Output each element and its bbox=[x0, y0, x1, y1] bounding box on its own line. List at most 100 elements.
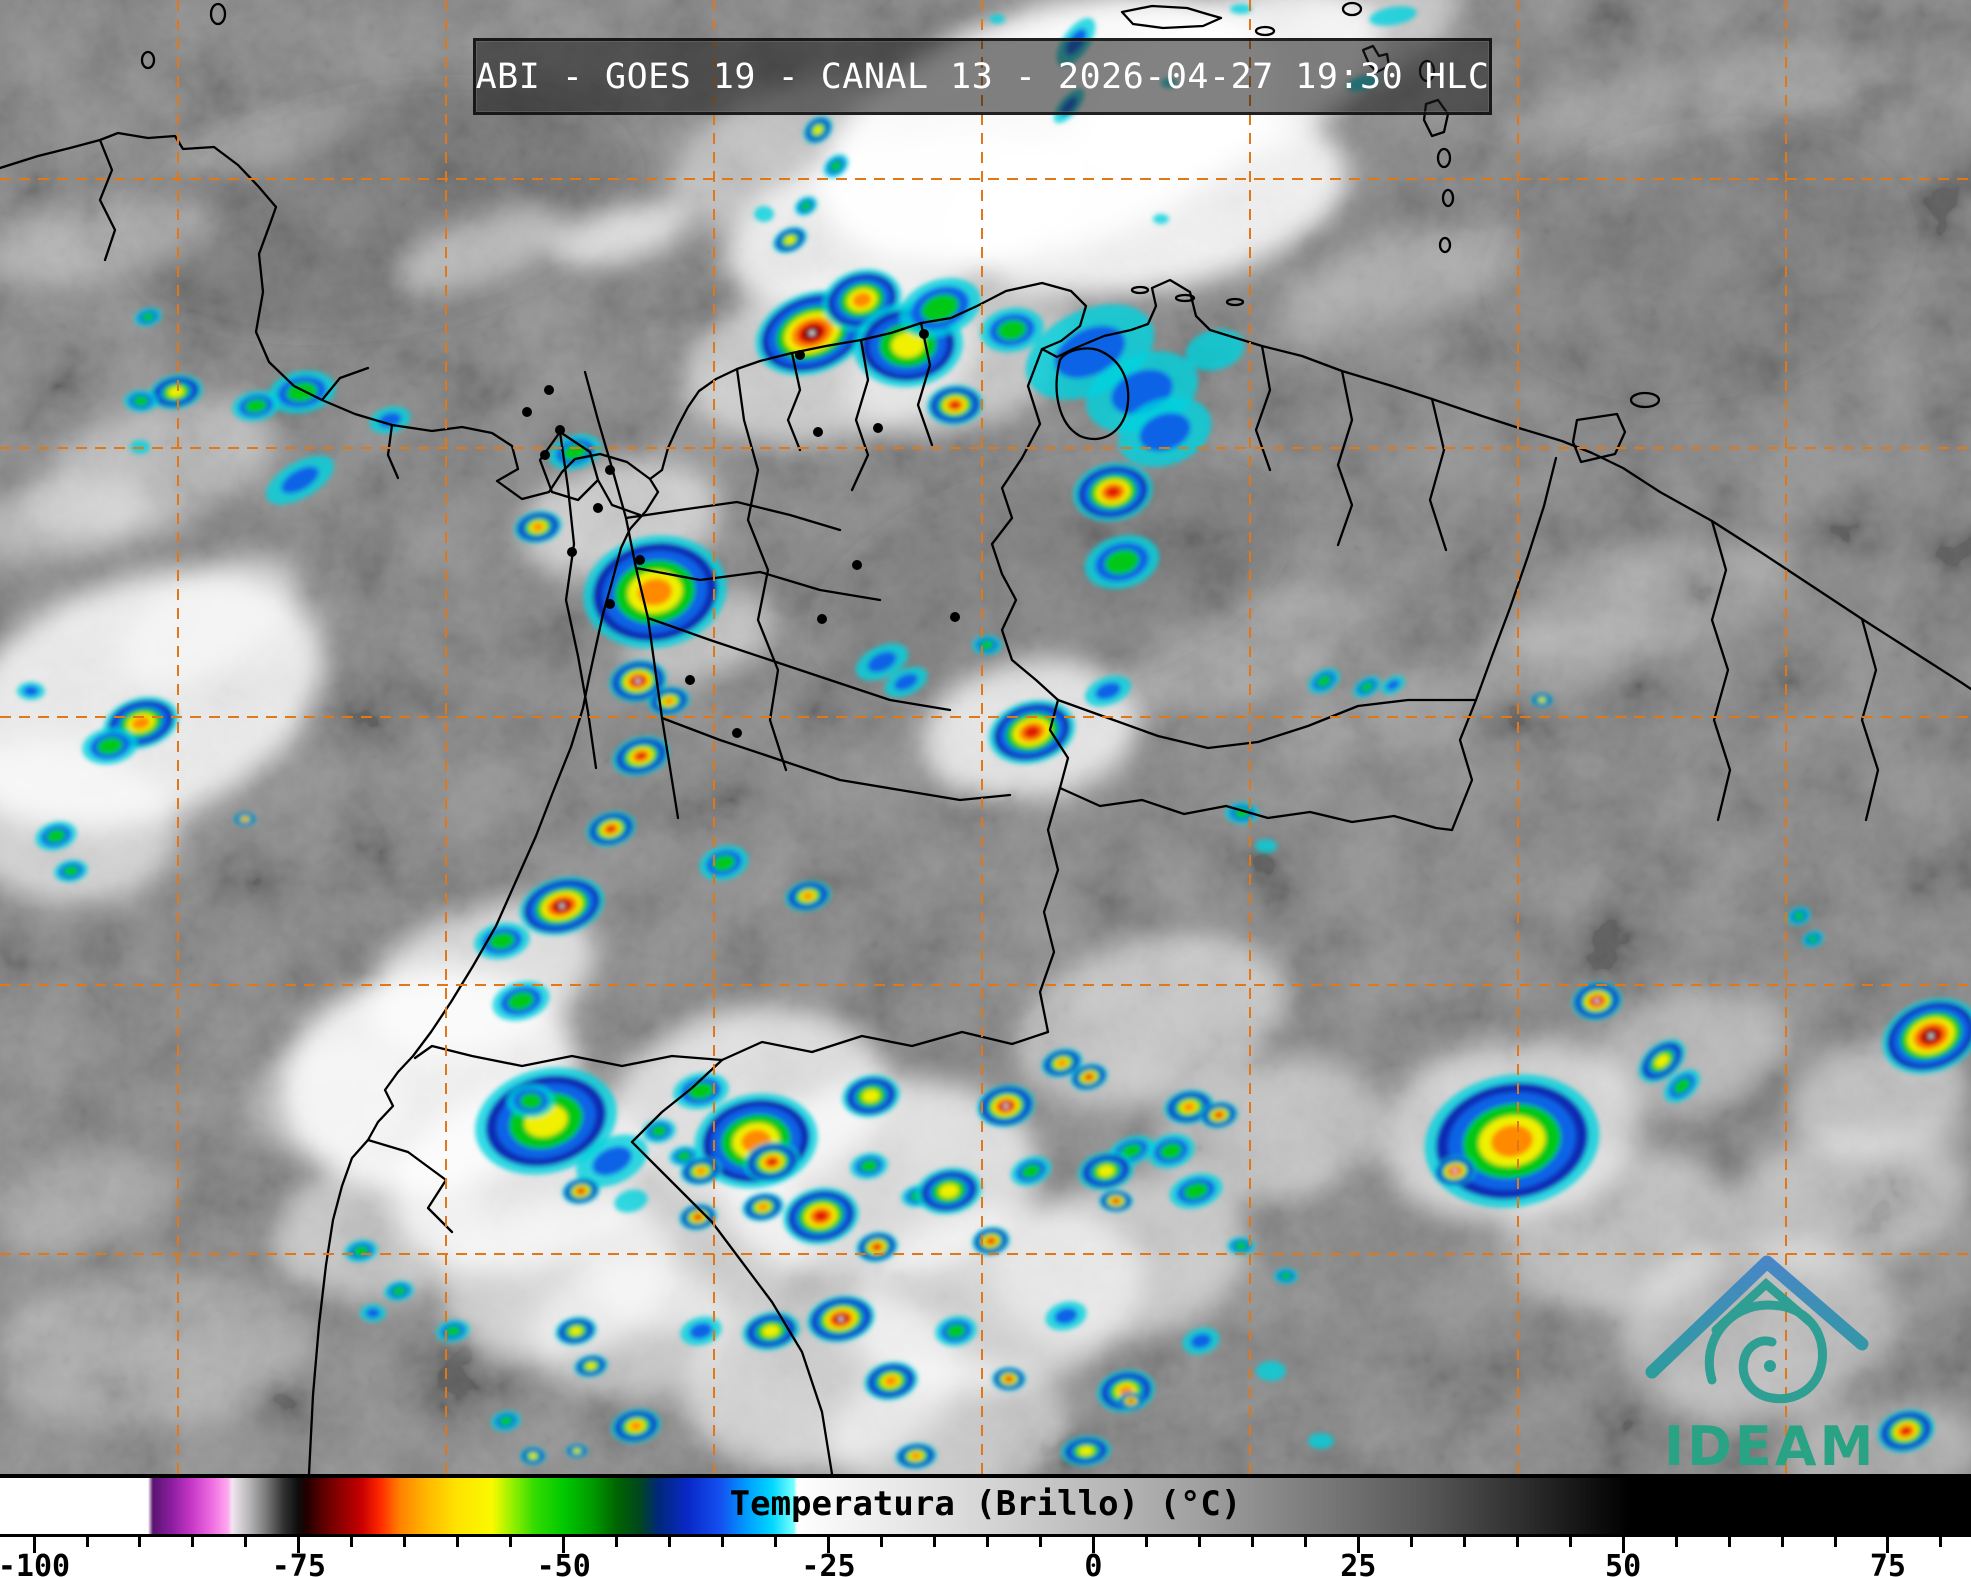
colorbar-tick bbox=[986, 1537, 989, 1547]
border-dept-10 bbox=[786, 351, 802, 452]
colorbar-tick bbox=[721, 1537, 725, 1547]
border-venezuela-guyana bbox=[1450, 456, 1558, 832]
colorbar-tick-label: 50 bbox=[1605, 1549, 1642, 1577]
colorbar-tick bbox=[827, 1537, 830, 1553]
colorbar-tick bbox=[1939, 1537, 1943, 1547]
colorbar-tick bbox=[1409, 1537, 1413, 1547]
border-venezuela-brazil bbox=[1058, 786, 1454, 832]
colorbar-tick bbox=[1144, 1537, 1148, 1547]
colorbar bbox=[0, 1474, 1971, 1537]
island-trinidad bbox=[1571, 412, 1627, 464]
colorbar-tick bbox=[1038, 1537, 1042, 1547]
colorbar-tick bbox=[562, 1537, 566, 1553]
border-orinoco bbox=[1056, 698, 1478, 750]
border-dept-1 bbox=[583, 370, 680, 820]
satellite-map: IDEAM bbox=[0, 0, 1971, 1474]
border-colombia-brazil-peru bbox=[720, 786, 1062, 1062]
colorbar-tick bbox=[1356, 1537, 1360, 1553]
colorbar-tick-label: 0 bbox=[1084, 1549, 1103, 1577]
island-providencia bbox=[209, 2, 227, 26]
colorbar-tick-label: -75 bbox=[271, 1549, 326, 1577]
island-small-2 bbox=[1341, 1, 1363, 17]
border-guyana-suriname bbox=[1710, 519, 1732, 822]
island-abc-2 bbox=[1174, 293, 1196, 303]
coastline-caribbean-guianas bbox=[648, 278, 1971, 691]
island-abc-1 bbox=[1130, 285, 1150, 295]
graticule bbox=[0, 0, 1971, 1474]
title-bar: ABI - GOES 19 - CANAL 13 - 2026-04-27 19… bbox=[473, 38, 1492, 115]
swirl-eye-icon bbox=[1764, 1360, 1776, 1372]
colorbar-tick bbox=[350, 1537, 354, 1547]
island-grenada bbox=[1438, 236, 1452, 254]
colorbar-tick bbox=[615, 1537, 619, 1547]
colorbar-tick bbox=[1197, 1537, 1201, 1547]
colorbar-tick bbox=[1568, 1537, 1572, 1547]
coastline-central-america-pacific bbox=[0, 131, 660, 1474]
border-colombia-venezuela bbox=[990, 347, 1070, 790]
colorbar-tick-label: 25 bbox=[1340, 1549, 1377, 1577]
borders-layer bbox=[0, 1, 1971, 1474]
ideam-logo: IDEAM bbox=[1645, 1255, 1876, 1474]
colorbar-tick bbox=[1833, 1537, 1837, 1547]
colorbar-tick bbox=[668, 1537, 672, 1547]
colorbar-tick bbox=[456, 1537, 460, 1547]
lake-maracaibo bbox=[1055, 347, 1130, 441]
colorbar-tick bbox=[1091, 1537, 1095, 1553]
colorbar-tick-label: 75 bbox=[1869, 1549, 1906, 1577]
border-venezuela-internal-1 bbox=[1254, 344, 1272, 472]
colorbar-tick bbox=[880, 1537, 883, 1547]
colorbar-tick bbox=[403, 1537, 407, 1547]
colorbar-tick bbox=[1303, 1537, 1307, 1547]
colorbar-tick bbox=[32, 1537, 36, 1553]
border-dept-11 bbox=[850, 338, 870, 492]
title-text: ABI - GOES 19 - CANAL 13 - 2026-04-27 19… bbox=[475, 56, 1490, 97]
border-colombia-ecuador bbox=[413, 1044, 724, 1068]
hurricane-swirl-icon bbox=[1704, 1300, 1827, 1404]
colorbar-tick bbox=[933, 1537, 936, 1547]
colorbar-tick bbox=[1250, 1537, 1254, 1547]
border-panama-costarica bbox=[386, 423, 400, 480]
border-dept-6 bbox=[646, 616, 952, 712]
border-costarica-nicaragua bbox=[320, 366, 370, 402]
border-dept-7 bbox=[660, 716, 1012, 802]
border-dept-4 bbox=[624, 500, 842, 532]
island-arc-north bbox=[1120, 4, 1223, 30]
island-san-andres bbox=[140, 50, 156, 70]
colorbar-tick bbox=[244, 1537, 248, 1547]
island-abc-3 bbox=[1225, 297, 1245, 307]
colorbar-tick bbox=[1886, 1537, 1890, 1553]
island-st-vincent bbox=[1441, 188, 1455, 208]
logo-text: IDEAM bbox=[1664, 1415, 1876, 1474]
colorbar-tick bbox=[85, 1537, 89, 1547]
mountain-icon bbox=[1645, 1255, 1869, 1379]
colorbar-tick bbox=[297, 1537, 301, 1553]
border-peru-putumayo bbox=[630, 1058, 834, 1474]
island-tobago bbox=[1629, 391, 1661, 409]
border-dept-5 bbox=[634, 566, 882, 602]
colorbar-tick bbox=[191, 1537, 195, 1547]
border-venezuela-internal-3 bbox=[1428, 397, 1448, 552]
colorbar-tick-label: -100 bbox=[0, 1549, 71, 1577]
border-dept-12 bbox=[916, 321, 934, 447]
colorbar-tick-label: -50 bbox=[536, 1549, 591, 1577]
border-venezuela-internal-2 bbox=[1336, 369, 1354, 547]
colorbar-tick bbox=[138, 1537, 142, 1547]
colorbar-tick bbox=[1727, 1537, 1731, 1547]
border-dept-9 bbox=[596, 478, 642, 517]
island-st-lucia bbox=[1436, 147, 1452, 169]
colorbar-tick bbox=[1674, 1537, 1678, 1547]
colorbar-tick bbox=[774, 1537, 778, 1547]
city-dots bbox=[522, 329, 960, 738]
colorbar-tick bbox=[1621, 1537, 1625, 1553]
border-honduras-internal bbox=[98, 138, 117, 262]
colorbar-tick bbox=[1515, 1537, 1519, 1547]
border-dept-2 bbox=[558, 430, 598, 770]
border-dept-3 bbox=[735, 367, 788, 772]
imagery-layers bbox=[0, 0, 1971, 1474]
colorbar-tick bbox=[1462, 1537, 1466, 1547]
colorbar-tick-label: -25 bbox=[801, 1549, 856, 1577]
colorbar-tick bbox=[509, 1537, 513, 1547]
colorbar-tick bbox=[1780, 1537, 1784, 1547]
colorbar-axis: -100 -75 -50 -25 0 25 50 75 bbox=[0, 1537, 1971, 1577]
